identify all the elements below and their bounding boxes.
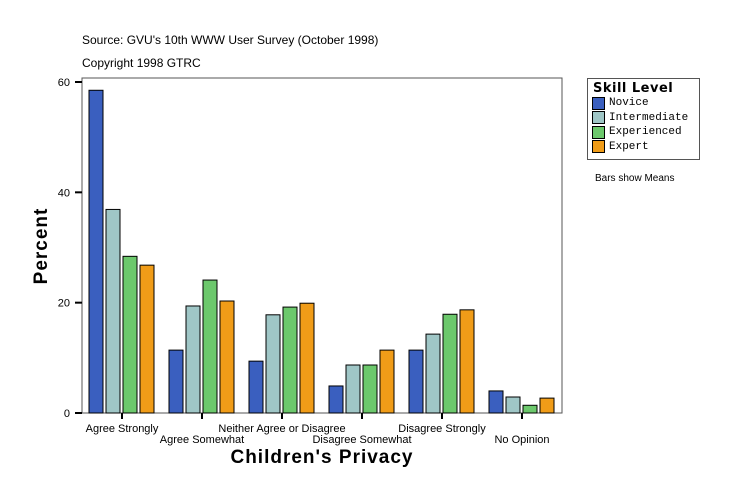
y-tick-label: 40 [58,187,70,199]
bar-experienced [122,255,138,414]
bar-expert [379,349,395,414]
bar-intermediate [345,364,361,414]
bar-expert [539,397,555,414]
x-axis-label: Children's Privacy [230,447,413,468]
x-tick-label: Agree Strongly [86,423,159,435]
bar-expert [299,302,315,414]
bar-novice [248,360,264,414]
legend-item: Expert [592,140,699,155]
bar-experienced [522,404,538,414]
bar-novice [168,349,184,414]
legend-item: Experienced [592,125,699,140]
bar-intermediate [425,333,441,414]
bar-novice [88,89,104,414]
bar-intermediate [185,305,201,414]
legend-swatch [592,111,605,125]
bar-experienced [362,364,378,414]
legend-swatch [592,96,605,110]
bar-novice [408,349,424,414]
x-tick-label: Disagree Somewhat [312,434,411,446]
legend-label: Experienced [609,126,682,139]
bars-note: Bars show Means [595,173,675,184]
plot-area [81,77,563,414]
y-axis-label: Percent [31,208,52,285]
legend-title: Skill Level [593,81,674,96]
bar-intermediate [265,314,281,414]
bar-expert [139,264,155,414]
bar-expert [219,300,235,414]
y-tick-label: 0 [64,408,70,420]
legend-item: Novice [592,96,699,111]
bar-expert [459,309,475,414]
legend-item: Intermediate [592,111,699,126]
x-tick-label: Disagree Strongly [398,423,486,435]
y-tick-label: 20 [58,298,70,310]
bar-novice [488,390,504,414]
legend-label: Intermediate [609,111,689,124]
legend-swatch [592,140,605,154]
legend: Skill Level Novice Intermediate Experience… [587,78,700,160]
bar-intermediate [505,396,521,414]
y-tick-label: 60 [58,77,70,89]
bar-experienced [282,306,298,414]
x-tick-label: Neither Agree or Disagree [218,423,345,435]
copyright-text: Copyright 1998 GTRC [82,56,201,70]
bar-novice [328,385,344,414]
source-text: Source: GVU's 10th WWW User Survey (Octo… [82,33,379,47]
bar-experienced [442,313,458,414]
x-tick-label: No Opinion [494,434,549,446]
bar-intermediate [105,208,121,414]
legend-label: Expert [609,140,649,153]
legend-label: Novice [609,97,649,110]
x-tick-label: Agree Somewhat [160,434,244,446]
bar-experienced [202,279,218,414]
legend-swatch [592,125,605,139]
